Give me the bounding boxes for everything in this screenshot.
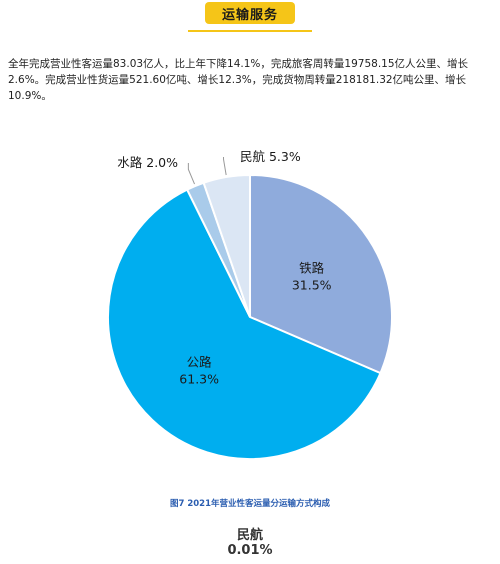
leader-line-3: [223, 157, 227, 176]
intro-paragraph: 全年完成营业性客运量83.03亿人，比上年下降14.1%，完成旅客周转量1975…: [8, 58, 469, 102]
slice-outside-label-3: 民航 5.3%: [240, 149, 301, 164]
extra-label-name: 民航: [236, 528, 263, 543]
slice-value-label-0: 31.5%: [292, 277, 332, 292]
section-divider: [188, 30, 312, 32]
slice-value-label-1: 61.3%: [179, 372, 219, 387]
pie-slice-0: [249, 173, 393, 375]
section-title-badge: 运输服务: [205, 2, 295, 24]
pie-slice-3: [202, 173, 251, 318]
extra-label-value: 0.01%: [227, 543, 273, 558]
leader-line-2: [187, 163, 195, 185]
section-title: 运输服务: [221, 7, 278, 23]
pie-chart: 铁路 31.5% 公路 61.3% 水路 2.0% 民航 5.3%: [107, 149, 393, 460]
slice-name-label-1: 公路: [187, 355, 213, 370]
slice-outside-label-2: 水路 2.0%: [117, 155, 178, 170]
chart-caption: 图7 2021年营业性客运量分运输方式构成: [169, 499, 331, 509]
slice-name-label-0: 铁路: [299, 260, 325, 275]
pie-slice-1: [107, 188, 382, 460]
